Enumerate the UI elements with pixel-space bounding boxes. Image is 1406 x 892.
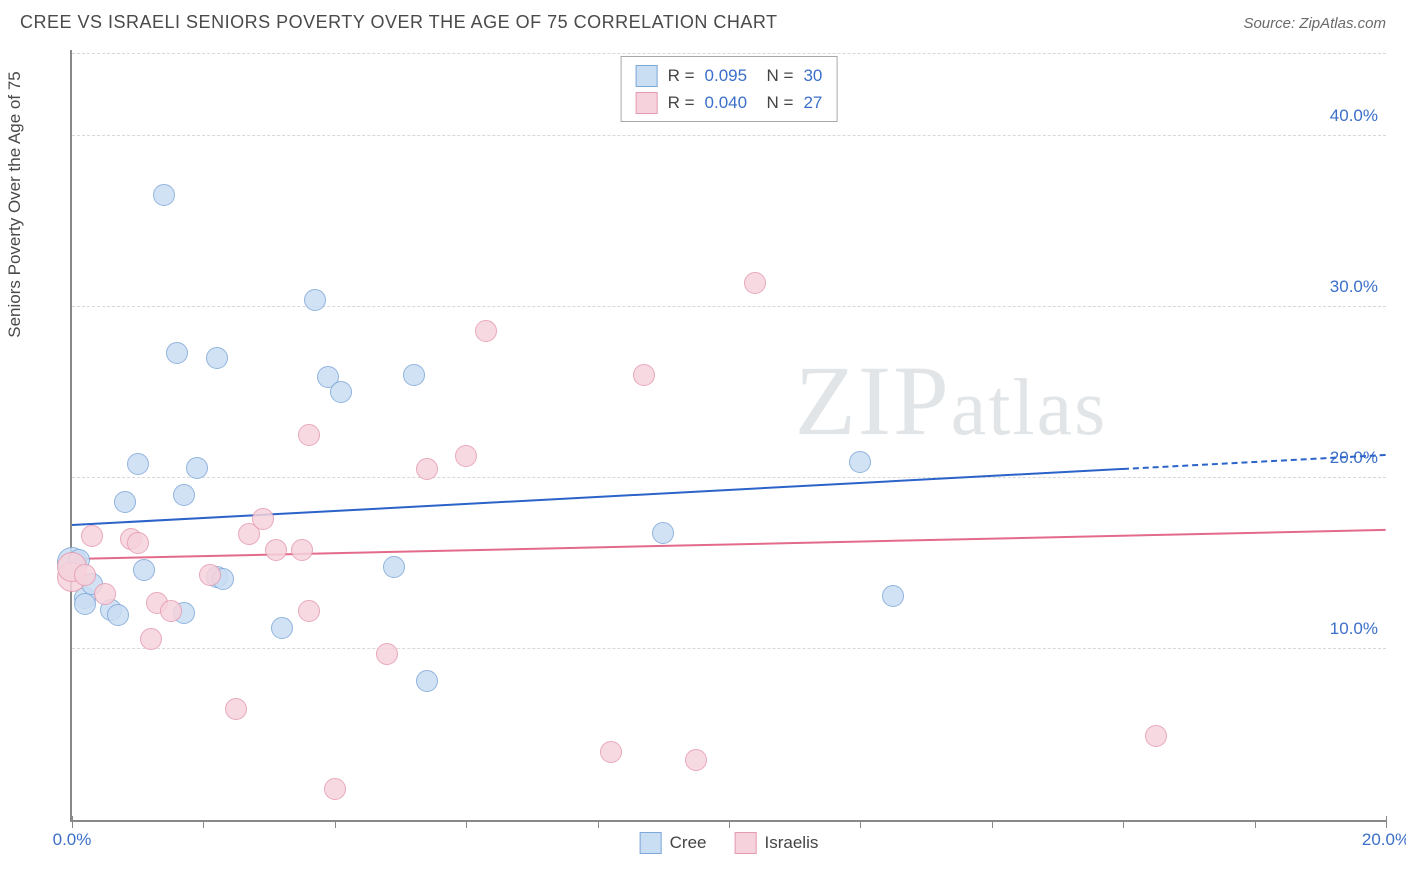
data-point — [140, 628, 162, 650]
stat-r-label: R = — [668, 62, 695, 89]
data-point — [199, 564, 221, 586]
data-point — [744, 272, 766, 294]
plot-area: ZIPatlas R = 0.095 N = 30R = 0.040 N = 2… — [70, 50, 1386, 822]
y-tick-label: 30.0% — [1330, 277, 1378, 297]
data-point — [206, 347, 228, 369]
stat-r-value: 0.040 — [705, 89, 748, 116]
data-point — [160, 600, 182, 622]
stat-r-label: R = — [668, 89, 695, 116]
data-point — [298, 600, 320, 622]
data-point — [416, 670, 438, 692]
data-point — [304, 289, 326, 311]
data-point — [475, 320, 497, 342]
data-point — [74, 564, 96, 586]
data-point — [685, 749, 707, 771]
data-point — [298, 424, 320, 446]
stat-n-label: N = — [757, 89, 793, 116]
data-point — [265, 539, 287, 561]
stats-legend-row: R = 0.040 N = 27 — [636, 89, 823, 116]
legend-label: Israelis — [765, 833, 819, 853]
stat-r-value: 0.095 — [705, 62, 748, 89]
x-tick — [72, 816, 73, 828]
source-attribution: Source: ZipAtlas.com — [1243, 15, 1386, 32]
legend-swatch — [640, 832, 662, 854]
data-point — [127, 453, 149, 475]
x-tick — [466, 820, 467, 828]
data-point — [94, 583, 116, 605]
chart-container: Seniors Poverty Over the Age of 75 ZIPat… — [20, 50, 1386, 872]
data-point — [291, 539, 313, 561]
legend-item: Cree — [640, 832, 707, 854]
legend-swatch — [636, 92, 658, 114]
data-point — [376, 643, 398, 665]
watermark: ZIPatlas — [795, 343, 1108, 458]
legend-swatch — [735, 832, 757, 854]
gridline-h — [72, 135, 1386, 136]
data-point — [600, 741, 622, 763]
data-point — [330, 381, 352, 403]
x-tick — [992, 820, 993, 828]
data-point — [416, 458, 438, 480]
data-point — [271, 617, 293, 639]
y-tick-label: 10.0% — [1330, 619, 1378, 639]
x-tick — [1386, 816, 1387, 828]
x-tick-label: 20.0% — [1362, 830, 1406, 850]
data-point — [81, 525, 103, 547]
data-point — [652, 522, 674, 544]
gridline-h — [72, 477, 1386, 478]
data-point — [225, 698, 247, 720]
data-point — [383, 556, 405, 578]
stat-n-label: N = — [757, 62, 793, 89]
y-tick-label: 40.0% — [1330, 106, 1378, 126]
y-axis-label: Seniors Poverty Over the Age of 75 — [5, 71, 25, 337]
legend-swatch — [636, 65, 658, 87]
data-point — [633, 364, 655, 386]
stats-legend: R = 0.095 N = 30R = 0.040 N = 27 — [621, 56, 838, 122]
data-point — [324, 778, 346, 800]
data-point — [153, 184, 175, 206]
x-tick — [335, 820, 336, 828]
data-point — [166, 342, 188, 364]
data-point — [882, 585, 904, 607]
data-point — [173, 484, 195, 506]
x-tick — [598, 820, 599, 828]
gridline-h — [72, 306, 1386, 307]
x-tick — [203, 820, 204, 828]
stat-n-value: 27 — [803, 89, 822, 116]
data-point — [107, 604, 129, 626]
data-point — [186, 457, 208, 479]
data-point — [1145, 725, 1167, 747]
x-tick — [1123, 820, 1124, 828]
stat-n-value: 30 — [803, 62, 822, 89]
gridline-h — [72, 53, 1386, 54]
data-point — [455, 445, 477, 467]
x-tick — [1255, 820, 1256, 828]
gridline-h — [72, 648, 1386, 649]
data-point — [127, 532, 149, 554]
data-point — [114, 491, 136, 513]
data-point — [849, 451, 871, 473]
legend-label: Cree — [670, 833, 707, 853]
data-point — [133, 559, 155, 581]
x-tick — [860, 820, 861, 828]
x-tick — [729, 820, 730, 828]
data-point — [252, 508, 274, 530]
data-point — [403, 364, 425, 386]
series-legend: Cree Israelis — [640, 832, 819, 854]
legend-item: Israelis — [735, 832, 819, 854]
chart-title: CREE VS ISRAELI SENIORS POVERTY OVER THE… — [20, 12, 778, 33]
x-tick-label: 0.0% — [53, 830, 92, 850]
stats-legend-row: R = 0.095 N = 30 — [636, 62, 823, 89]
data-point — [74, 593, 96, 615]
